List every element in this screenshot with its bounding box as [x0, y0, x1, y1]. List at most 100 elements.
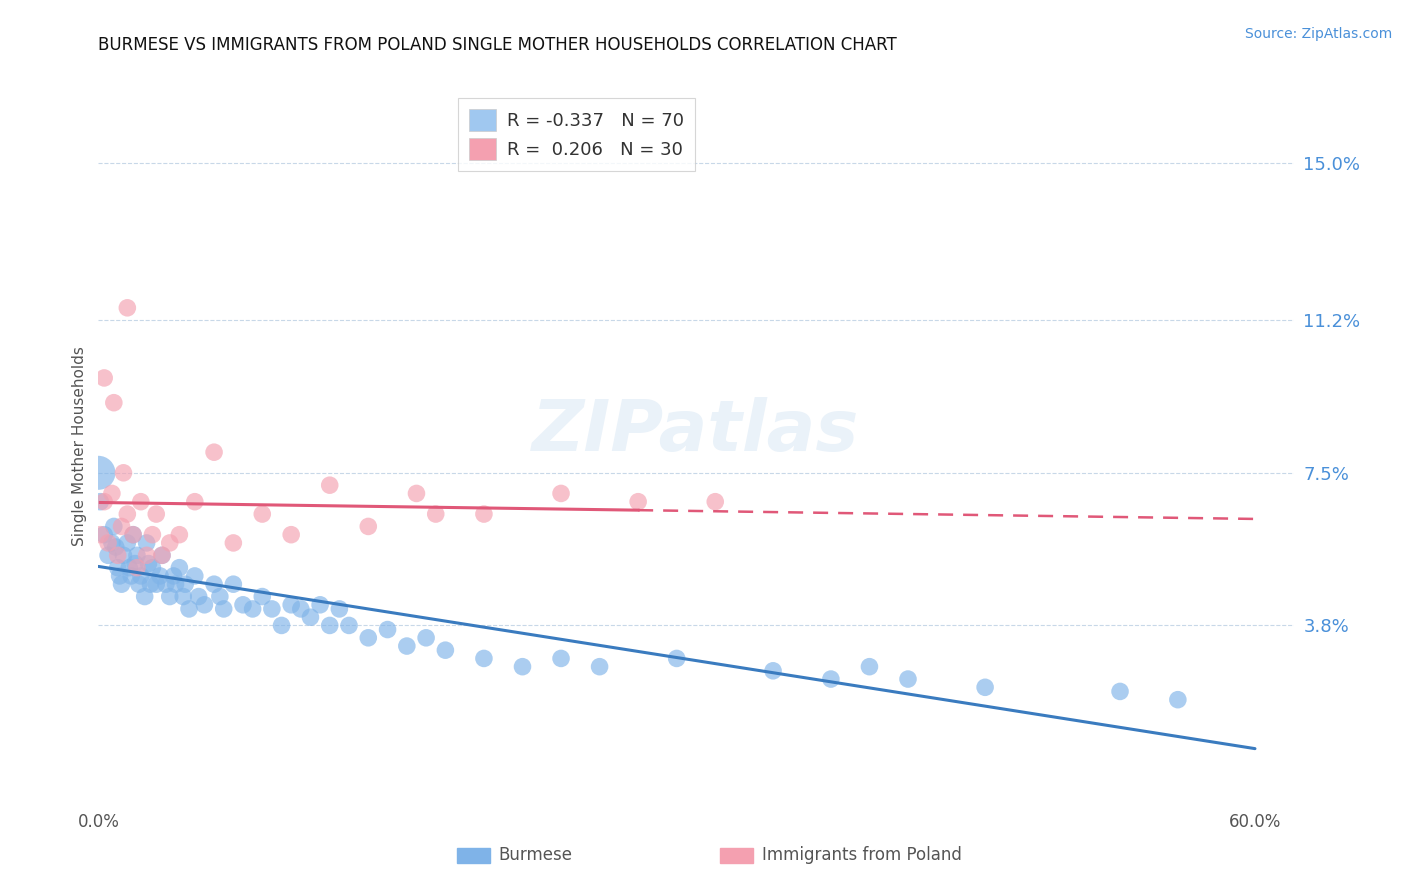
Point [112, 466, 135, 480]
Point [117, 536, 139, 550]
Point [415, 631, 437, 645]
Point [270, 618, 292, 632]
Point [159, 536, 181, 550]
Point [117, 507, 139, 521]
Legend: R = -0.337   N = 70, R =  0.206   N = 30: R = -0.337 N = 70, R = 0.206 N = 30 [458, 98, 695, 171]
Point [101, 536, 124, 550]
Point [169, 527, 191, 541]
Point [117, 301, 139, 315]
Point [202, 577, 225, 591]
Point [280, 527, 302, 541]
Point [134, 590, 156, 604]
Point [222, 577, 245, 591]
Point [89, 494, 111, 508]
Point [897, 672, 920, 686]
Point [150, 549, 173, 563]
Point [125, 560, 148, 574]
Point [129, 569, 152, 583]
Point [1109, 684, 1132, 698]
Text: Burmese: Burmese [499, 846, 572, 863]
Point [128, 577, 150, 591]
Point [627, 494, 650, 508]
Point [129, 494, 152, 508]
Point [357, 631, 380, 645]
Point [405, 486, 427, 500]
Point [242, 602, 264, 616]
Point [145, 507, 167, 521]
Point [112, 549, 135, 563]
Point [187, 590, 209, 604]
Point [208, 590, 231, 604]
Point [107, 549, 129, 563]
Point [260, 602, 283, 616]
Point [550, 486, 572, 500]
Point [93, 371, 115, 385]
Point [319, 478, 342, 492]
Point [101, 486, 124, 500]
Point [93, 494, 115, 508]
Point [212, 602, 235, 616]
Point [319, 618, 342, 632]
Point [299, 610, 322, 624]
Point [337, 618, 360, 632]
Point [165, 577, 187, 591]
Bar [457, 847, 491, 863]
Point [103, 395, 125, 409]
Point [149, 569, 172, 583]
Point [124, 557, 146, 571]
Point [122, 527, 145, 541]
Point [135, 536, 157, 550]
Point [141, 560, 163, 574]
Point [107, 560, 129, 574]
Bar [720, 847, 754, 863]
Point [290, 602, 312, 616]
Point [108, 569, 131, 583]
Point [110, 577, 132, 591]
Point [762, 664, 785, 678]
Point [104, 540, 127, 554]
Point [93, 527, 115, 541]
Y-axis label: Single Mother Households: Single Mother Households [72, 346, 87, 546]
Point [472, 651, 495, 665]
Point [87, 466, 110, 480]
Point [97, 549, 120, 563]
Point [377, 623, 399, 637]
Point [425, 507, 447, 521]
Point [704, 494, 727, 508]
Point [280, 598, 302, 612]
Point [120, 569, 142, 583]
Point [550, 651, 572, 665]
Point [122, 527, 145, 541]
Point [184, 494, 207, 508]
Point [155, 577, 177, 591]
Point [184, 569, 207, 583]
Text: Source: ZipAtlas.com: Source: ZipAtlas.com [1244, 27, 1392, 41]
Point [512, 659, 534, 673]
Point [222, 536, 245, 550]
Point [125, 549, 148, 563]
Point [145, 577, 167, 591]
Point [162, 569, 184, 583]
Point [395, 639, 418, 653]
Point [139, 577, 162, 591]
Point [169, 560, 191, 574]
Point [858, 659, 880, 673]
Point [150, 549, 173, 563]
Point [118, 560, 141, 574]
Point [434, 643, 457, 657]
Point [974, 681, 997, 695]
Point [252, 590, 274, 604]
Point [357, 519, 380, 533]
Point [141, 527, 163, 541]
Point [665, 651, 688, 665]
Text: ZIPatlas: ZIPatlas [533, 397, 859, 467]
Point [97, 536, 120, 550]
Text: Immigrants from Poland: Immigrants from Poland [762, 846, 962, 863]
Point [202, 445, 225, 459]
Point [138, 557, 160, 571]
Point [820, 672, 842, 686]
Point [232, 598, 254, 612]
Point [89, 527, 111, 541]
Point [177, 602, 200, 616]
Point [588, 659, 610, 673]
